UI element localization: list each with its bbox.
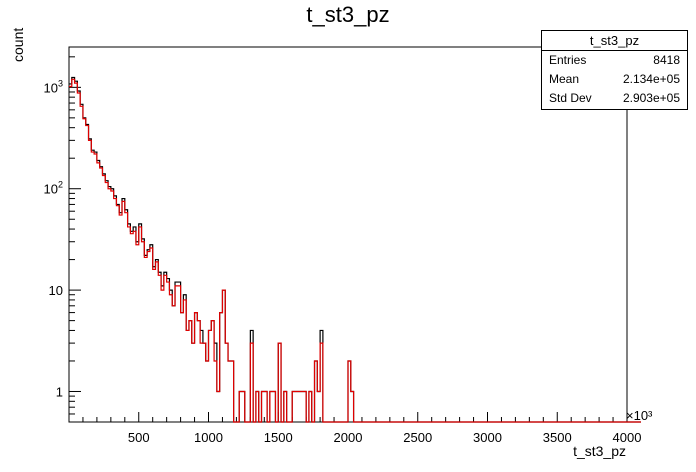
stats-value: 2.903e+05 <box>622 91 680 105</box>
histogram-series-1 <box>69 76 641 423</box>
stats-row-mean: Mean 2.134e+05 <box>542 70 687 89</box>
x-tick-label: 3500 <box>543 430 572 445</box>
stats-label: Mean <box>549 72 580 86</box>
x-axis-title: t_st3_pz <box>573 443 626 459</box>
stats-label: Std Dev <box>549 91 592 105</box>
y-tick-label: 103 <box>44 78 63 95</box>
stats-value: 2.134e+05 <box>622 72 680 86</box>
x-tick-label: 1000 <box>194 430 223 445</box>
stats-row-stddev: Std Dev 2.903e+05 <box>542 89 687 108</box>
y-tick-label: 10 <box>49 283 63 298</box>
stats-box: t_st3_pz Entries 8418 Mean 2.134e+05 Std… <box>541 30 688 110</box>
histogram-series-2 <box>69 78 641 423</box>
x-tick-label: 2000 <box>334 430 363 445</box>
x-tick-label: 2500 <box>403 430 432 445</box>
x-tick-label: 1500 <box>264 430 293 445</box>
stats-row-entries: Entries 8418 <box>542 51 687 70</box>
x-tick-label: 4000 <box>613 430 642 445</box>
y-axis-title: count <box>10 27 26 62</box>
y-tick-label: 102 <box>44 180 63 197</box>
stats-value: 8418 <box>653 53 680 67</box>
stats-label: Entries <box>549 53 587 67</box>
y-tick-label: 1 <box>56 384 63 399</box>
x-tick-label: 500 <box>128 430 150 445</box>
chart-title: t_st3_pz <box>306 2 390 27</box>
x-tick-label: 3000 <box>473 430 502 445</box>
stats-box-title: t_st3_pz <box>542 31 687 51</box>
x-axis-multiplier: ×10³ <box>626 408 653 423</box>
